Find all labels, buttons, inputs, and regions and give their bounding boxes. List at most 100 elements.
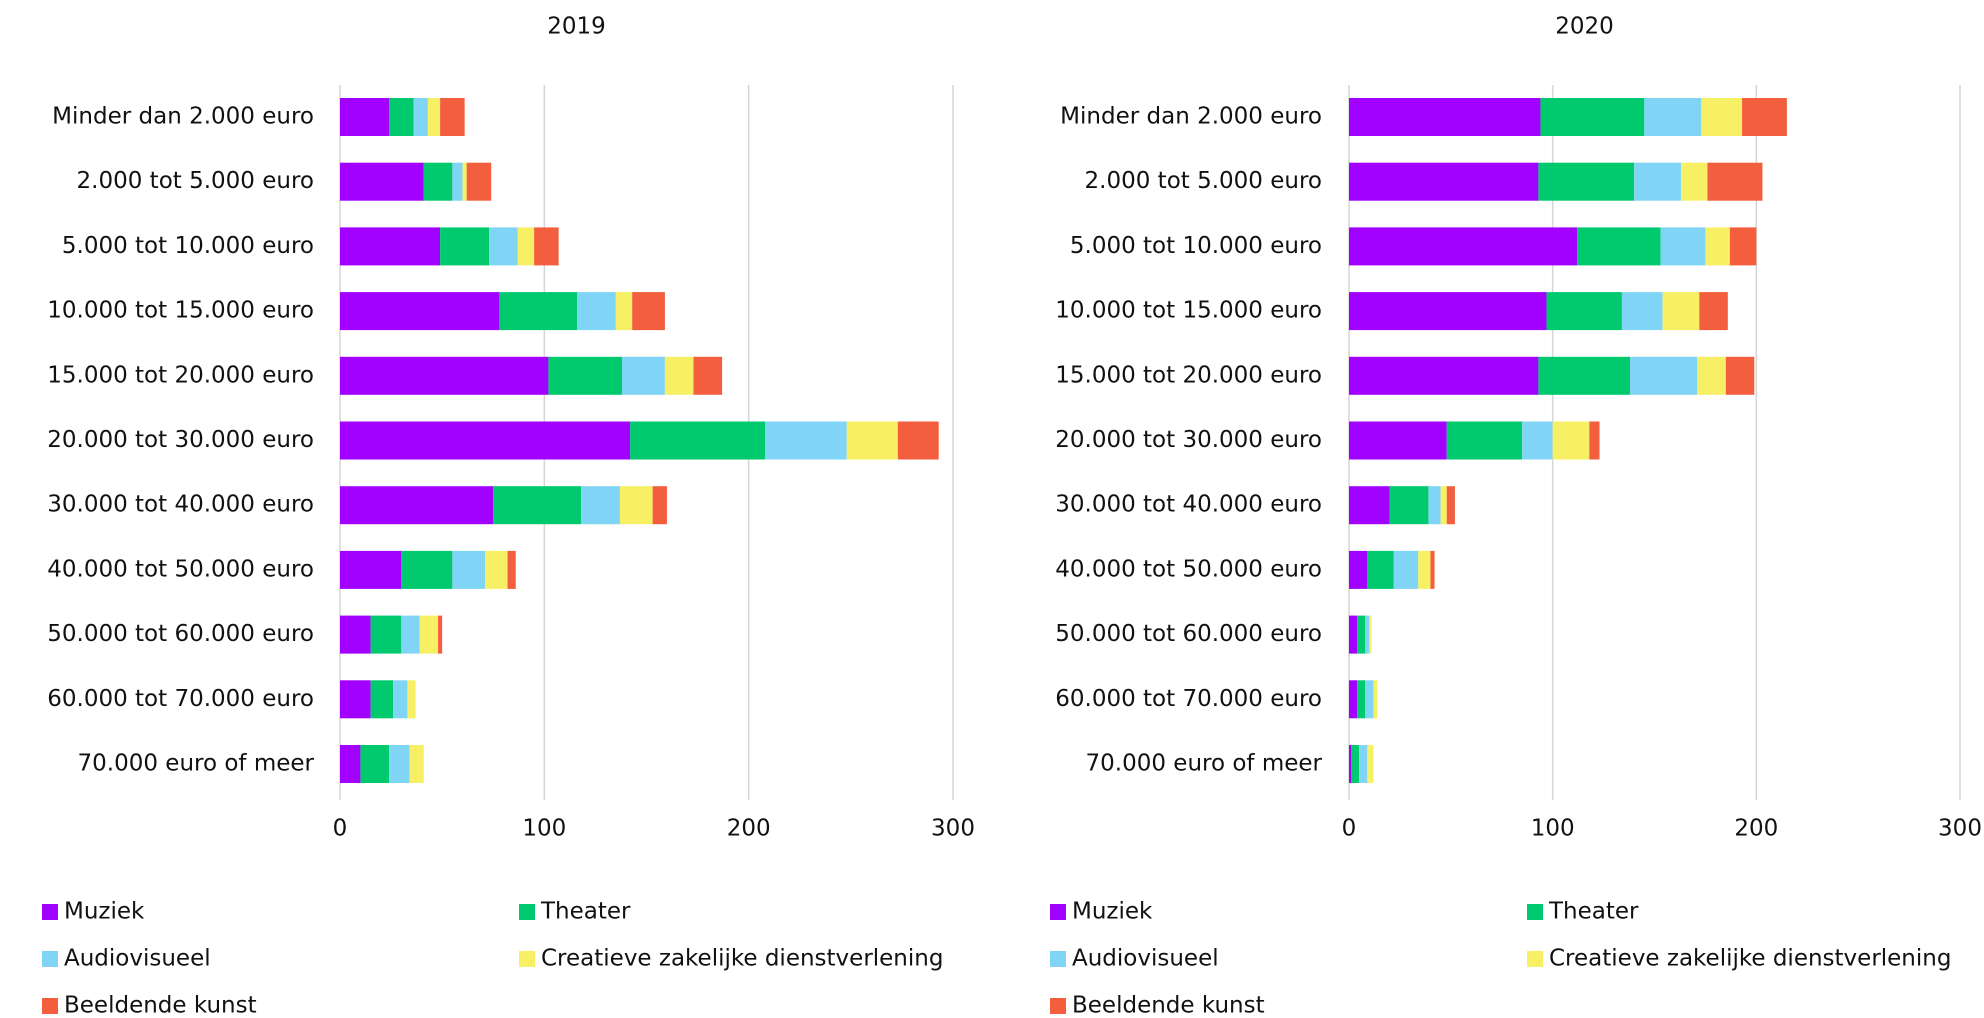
bar-segment [423, 162, 453, 201]
legend-swatch [519, 904, 535, 920]
bar-segment [493, 486, 582, 525]
chart-title: 2019 [547, 14, 606, 40]
bar-segment [1440, 486, 1447, 525]
x-tick-label: 300 [931, 816, 975, 842]
bar-segment [1538, 162, 1635, 201]
bar-segment [438, 615, 443, 654]
bar-segment [462, 162, 467, 201]
bar-segment [615, 292, 633, 331]
bar-segment [517, 227, 535, 266]
y-tick-label: Minder dan 2.000 euro [52, 104, 314, 130]
bar-segment [499, 292, 578, 331]
legend-label: Theater [1548, 899, 1639, 925]
bar-segment [1522, 421, 1553, 460]
legend-swatch [1050, 951, 1066, 967]
bar-segment [340, 421, 631, 460]
y-tick-label: 40.000 tot 50.000 euro [47, 556, 314, 582]
bar-segment [619, 486, 653, 525]
bar-segment [1446, 421, 1523, 460]
x-tick-label: 100 [522, 816, 566, 842]
bar-segment [1349, 98, 1541, 136]
chart-title: 2020 [1555, 14, 1614, 40]
bar-segment [407, 680, 416, 719]
bar-segment [1621, 292, 1663, 331]
bar-segment [1577, 227, 1661, 266]
legend-label: Creatieve zakelijke dienstverlening [1549, 946, 1951, 972]
bar-segment [413, 98, 428, 136]
bar-segment [409, 745, 424, 783]
y-tick-label: 20.000 tot 30.000 euro [47, 427, 314, 453]
bar-segment [370, 680, 394, 719]
bar-segment [632, 292, 665, 331]
bar-segment [1634, 162, 1681, 201]
bar-segment [1540, 98, 1645, 136]
bar-segment [389, 98, 414, 136]
legend-label: Muziek [1072, 899, 1153, 925]
bar-segment [1393, 550, 1419, 589]
bar-segment [340, 680, 371, 719]
y-tick-label: 5.000 tot 10.000 euro [62, 233, 314, 259]
bar-segment [360, 745, 390, 783]
bar-segment [765, 421, 847, 460]
bar-segment [846, 421, 898, 460]
bar-segment [401, 550, 453, 589]
y-tick-label: 2.000 tot 5.000 euro [1085, 168, 1322, 194]
bar-segment [1705, 227, 1730, 266]
x-tick-label: 100 [1531, 816, 1575, 842]
bar-segment [581, 486, 620, 525]
bar-segment [1430, 550, 1435, 589]
y-tick-label: 70.000 euro of meer [78, 751, 315, 777]
bar-segment [1357, 680, 1366, 719]
x-tick-label: 200 [1734, 816, 1778, 842]
bar-segment [630, 421, 766, 460]
bar-segment [1701, 98, 1743, 136]
legend-swatch [42, 904, 58, 920]
bar-segment [693, 356, 723, 395]
bar-segment [440, 227, 490, 266]
bar-segment [340, 486, 494, 525]
bar-segment [419, 615, 439, 654]
bar-segment [664, 356, 694, 395]
y-tick-label: 70.000 euro of meer [1086, 751, 1323, 777]
bar-segment [1367, 550, 1394, 589]
bar-segment [489, 227, 518, 266]
legend-swatch [1050, 904, 1066, 920]
y-tick-label: 30.000 tot 40.000 euro [1055, 492, 1322, 518]
legend-swatch [42, 998, 58, 1014]
x-tick-label: 200 [727, 816, 771, 842]
x-tick-label: 0 [1342, 816, 1357, 842]
y-tick-label: 5.000 tot 10.000 euro [1070, 233, 1322, 259]
bar-segment [1630, 356, 1698, 395]
legend-label: Audiovisueel [1072, 946, 1219, 972]
bar-segment [1349, 421, 1447, 460]
bar-segment [340, 162, 424, 201]
legend-swatch [1527, 904, 1543, 920]
bar-segment [1349, 550, 1368, 589]
y-tick-label: 2.000 tot 5.000 euro [77, 168, 314, 194]
bar-segment [452, 162, 463, 201]
bar-segment [1349, 680, 1358, 719]
bar-segment [401, 615, 420, 654]
bar-segment [340, 356, 549, 395]
bar-segment [1349, 486, 1390, 525]
legend-label: Audiovisueel [64, 946, 211, 972]
bar-segment [1351, 745, 1360, 783]
bar-segment [1369, 615, 1372, 654]
y-tick-label: 20.000 tot 30.000 euro [1055, 427, 1322, 453]
bar-segment [1373, 680, 1378, 719]
bar-segment [1357, 615, 1366, 654]
bar-segment [389, 745, 410, 783]
bar-segment [340, 227, 441, 266]
legend-swatch [1050, 998, 1066, 1014]
legend-swatch [1527, 951, 1543, 967]
bar-segment [1589, 421, 1600, 460]
bar-segment [1729, 227, 1757, 266]
bar-segment [1365, 615, 1370, 654]
bar-segment [340, 98, 390, 136]
bar-segment [1349, 615, 1358, 654]
bar-segment [1697, 356, 1726, 395]
bar-segment [393, 680, 408, 719]
bar-segment [1546, 292, 1622, 331]
bar-segment [1367, 745, 1374, 783]
bar-segment [1538, 356, 1631, 395]
